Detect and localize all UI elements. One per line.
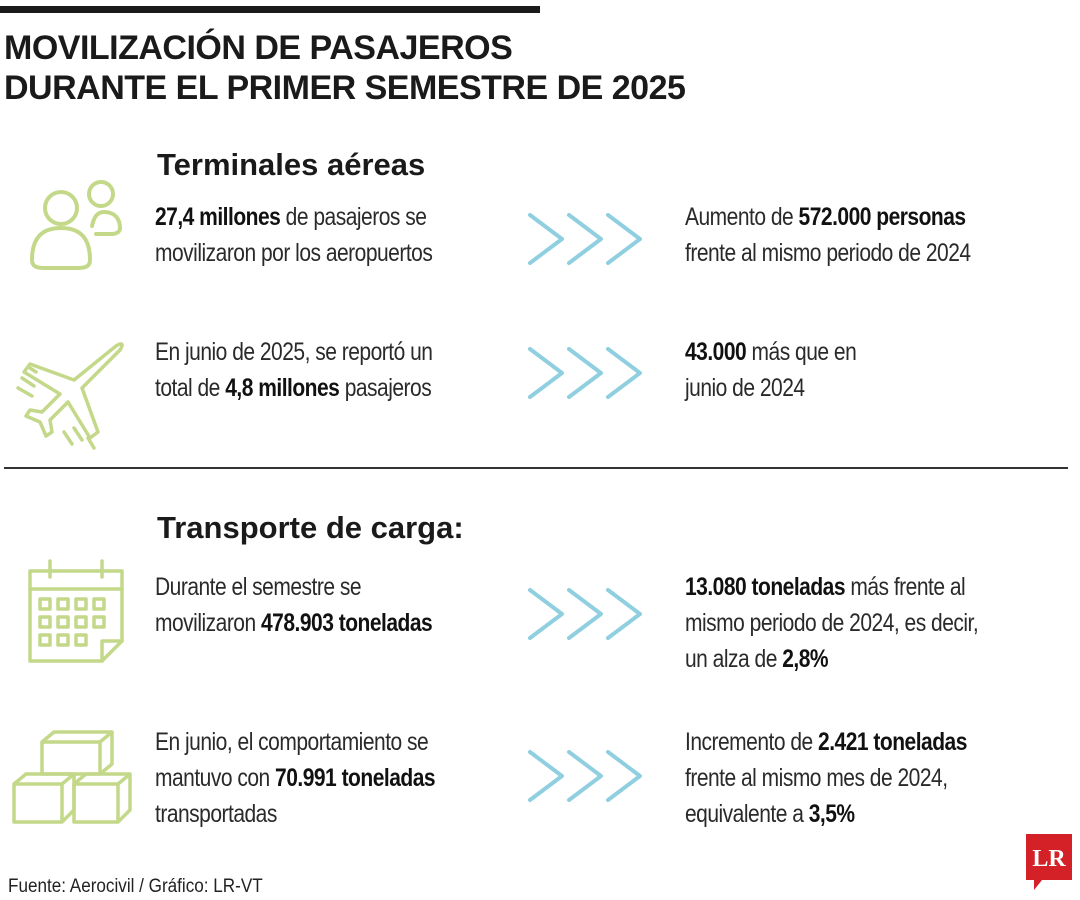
june-cargo-line-2: mantuvo con 70.991 toneladas	[155, 764, 436, 792]
arrows-icon	[528, 213, 642, 265]
page-title-line-2: DURANTE EL PRIMER SEMESTRE DE 2025	[4, 69, 686, 107]
airports-increase-line-1: Aumento de 572.000 personas	[685, 203, 966, 231]
semester-cargo-line-2: movilizaron 478.903 toneladas	[155, 609, 433, 637]
page-title: MOVILIZACIÓN DE PASAJEROS DURANTE EL PRI…	[4, 28, 686, 108]
boxes-icon	[12, 730, 132, 824]
semester-increase-line-1: 13.080 toneladas más frente al	[685, 573, 966, 601]
lr-logo: LR	[1026, 834, 1072, 890]
june-cargo-increase-line-3: equivalente a 3,5%	[685, 800, 855, 828]
people-icon	[29, 180, 123, 270]
airports-passengers-line-1: 27,4 millones de pasajeros se	[155, 203, 427, 231]
june-cargo-line-3: transportadas	[155, 800, 277, 828]
source-credit: Fuente: Aerocivil / Gráfico: LR-VT	[8, 876, 263, 897]
june-passengers-line-1: En junio de 2025, se reportó un	[155, 338, 433, 366]
semester-cargo-line-1: Durante el semestre se	[155, 573, 362, 601]
section-divider	[4, 467, 1068, 469]
semester-increase-line-3: un alza de 2,8%	[685, 645, 829, 673]
june-passengers-line-2: total de 4,8 millones pasajeros	[155, 374, 432, 402]
airports-passengers-line-2: movilizaron por los aeropuertos	[155, 239, 433, 267]
airports-increase-line-2: frente al mismo periodo de 2024	[685, 239, 971, 267]
section-title-airports: Terminales aéreas	[157, 147, 426, 182]
june-cargo-increase-line-2: frente al mismo mes de 2024,	[685, 764, 948, 792]
semester-increase-line-2: mismo periodo de 2024, es decir,	[685, 609, 979, 637]
arrows-icon	[528, 588, 642, 640]
arrows-icon	[528, 750, 642, 802]
june-cargo-increase-line-1: Incremento de 2.421 toneladas	[685, 728, 967, 756]
june-cargo-line-1: En junio, el comportamiento se	[155, 728, 429, 756]
calendar-icon	[28, 559, 124, 663]
airplane-icon	[16, 342, 124, 450]
lr-logo-text: LR	[1032, 846, 1066, 872]
june-increase-line-1: 43.000 más que en	[685, 338, 857, 366]
section-title-cargo: Transporte de carga:	[157, 510, 464, 545]
june-increase-line-2: junio de 2024	[685, 374, 805, 402]
arrows-icon	[528, 347, 642, 399]
page-title-line-1: MOVILIZACIÓN DE PASAJEROS	[4, 29, 513, 67]
top-rule	[0, 6, 540, 13]
